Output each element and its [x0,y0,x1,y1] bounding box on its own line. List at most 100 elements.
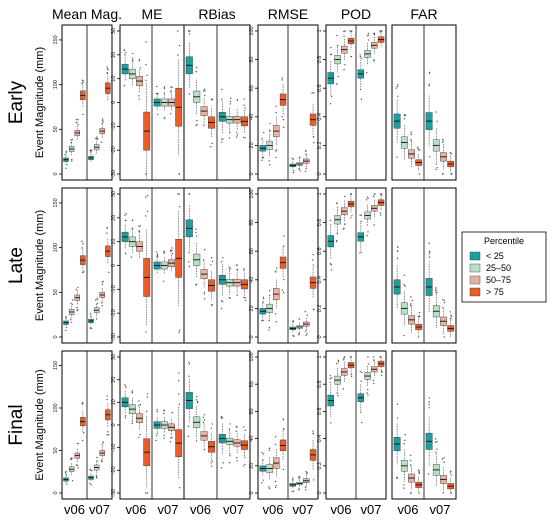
outlier-point [449,311,452,313]
y-tick-label: 20 [249,463,255,469]
y-tick-label: 0.4 [317,435,323,443]
outlier-point [101,119,104,122]
outlier-point [178,331,180,334]
y-tick-label: 40 [249,114,255,120]
group-label: v06 [331,502,352,517]
outlier-point [211,142,213,145]
outlier-point [70,139,72,141]
y-tick-label: 0.8 [317,380,323,388]
outlier-point [403,334,405,337]
y-tick-label: -20 [111,309,117,317]
outlier-point [139,225,141,227]
outlier-point [435,287,437,289]
outlier-point [178,173,181,175]
outlier-point [304,489,307,491]
outlier-point [96,477,98,479]
outlier-point [275,105,277,107]
outlier-point [195,399,198,401]
outlier-point [163,409,166,411]
y-tick-label: 80 [249,381,255,387]
group-label: v07 [430,502,451,517]
outlier-point [435,168,437,171]
outlier-point [220,299,223,302]
outlier-point [276,267,278,269]
outlier-point [268,164,271,166]
y-tick-label: 80 [249,57,255,63]
outlier-point [450,318,452,320]
outlier-point [330,46,332,49]
y-tick-label: 30 [111,28,117,34]
outlier-point [282,291,285,294]
outlier-point [379,212,381,214]
outlier-point [436,448,438,451]
outlier-point [77,442,79,445]
outlier-point [138,225,140,228]
row-label: Late [6,247,27,284]
outlier-point [170,86,172,88]
outlier-point [427,473,430,475]
outlier-point [268,294,271,297]
outlier-point [436,120,438,123]
outlier-point [90,469,92,472]
outlier-point [156,254,159,256]
outlier-point [210,304,213,307]
y-tick-label: 60 [249,248,255,254]
outlier-point [428,84,430,87]
outlier-point [146,393,149,395]
outlier-point [124,252,127,255]
outlier-point [291,478,294,481]
outlier-point [262,319,264,322]
outlier-point [418,470,420,472]
outlier-point [263,131,265,134]
outlier-point [107,434,110,436]
y-tick-label: 100 [53,80,59,89]
outlier-point [156,253,159,255]
outlier-point [171,249,173,251]
y-tick-label: -30 [111,489,117,497]
y-axis-label: Event Magnitude (mm) [34,210,46,321]
y-tick-label: 100 [53,243,59,252]
outlier-point [410,454,412,456]
outlier-point [275,149,278,151]
outlier-point [442,141,444,144]
outlier-point [304,330,307,332]
outlier-point [337,394,339,397]
outlier-point [124,417,127,419]
outlier-point [344,64,346,66]
outlier-point [360,214,363,217]
outlier-point [337,75,339,78]
outlier-point [236,134,239,136]
outlier-point [329,103,332,105]
outlier-point [77,124,79,126]
outlier-point [228,137,231,139]
outlier-point [360,380,362,382]
outlier-point [306,471,308,474]
outlier-point [100,141,103,143]
outlier-point [381,371,383,374]
outlier-point [262,296,265,299]
outlier-point [329,53,332,56]
outlier-point [344,30,346,32]
legend-entry: < 25 [486,251,504,261]
outlier-point [89,149,92,151]
outlier-point [123,85,126,87]
outlier-point [178,44,181,47]
outlier-point [221,98,223,101]
outlier-point [64,472,67,474]
y-tick-label: 30 [111,354,117,360]
legend-entry: 25–50 [486,263,511,273]
outlier-point [220,417,223,419]
y-tick-label: 50 [53,447,59,453]
outlier-point [70,458,73,460]
outlier-point [188,375,190,377]
y-tick-label: -10 [111,285,117,293]
outlier-point [203,414,206,416]
outlier-point [236,269,239,271]
outlier-point [77,308,79,311]
outlier-point [138,95,140,97]
outlier-point [123,49,125,51]
outlier-point [344,195,346,198]
outlier-point [203,298,206,300]
outlier-point [443,457,445,459]
